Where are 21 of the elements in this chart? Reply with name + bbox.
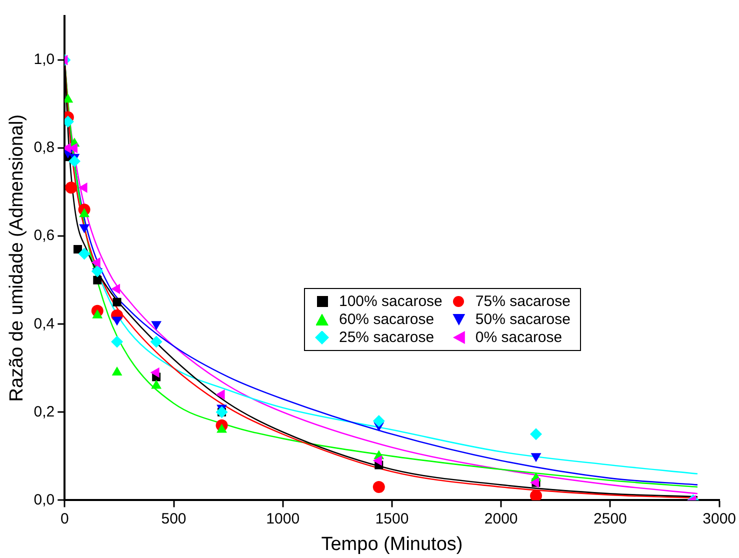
legend-label: 60% sacarose bbox=[339, 311, 436, 328]
x-tick-label: 0 bbox=[60, 510, 69, 528]
x-tick-label: 500 bbox=[161, 510, 186, 528]
x-tick-label: 1000 bbox=[266, 510, 300, 528]
x-tick-label: 3000 bbox=[702, 510, 736, 528]
y-tick-label: 1,0 bbox=[34, 51, 55, 68]
legend-label: 75% sacarose bbox=[475, 293, 570, 310]
legend-label: 50% sacarose bbox=[475, 311, 570, 328]
y-tick-label: 0,8 bbox=[34, 139, 55, 156]
y-tick-label: 0,4 bbox=[34, 315, 55, 332]
y-tick-label: 0,6 bbox=[34, 227, 55, 244]
y-axis-title: Razão de umidade (Admensional) bbox=[6, 114, 28, 402]
legend-label: 100% sacarose bbox=[339, 293, 442, 310]
y-tick-label: 0,0 bbox=[34, 491, 55, 508]
legend-label: 25% sacarose bbox=[339, 329, 436, 346]
x-tick-label: 2000 bbox=[484, 510, 518, 528]
x-tick-label: 2500 bbox=[594, 510, 627, 528]
y-tick-label: 0,2 bbox=[34, 403, 55, 420]
legend-label: 0% sacarose bbox=[475, 329, 564, 346]
x-axis-title: Tempo (Minutos) bbox=[321, 534, 463, 555]
x-tick-label: 1500 bbox=[375, 510, 409, 528]
